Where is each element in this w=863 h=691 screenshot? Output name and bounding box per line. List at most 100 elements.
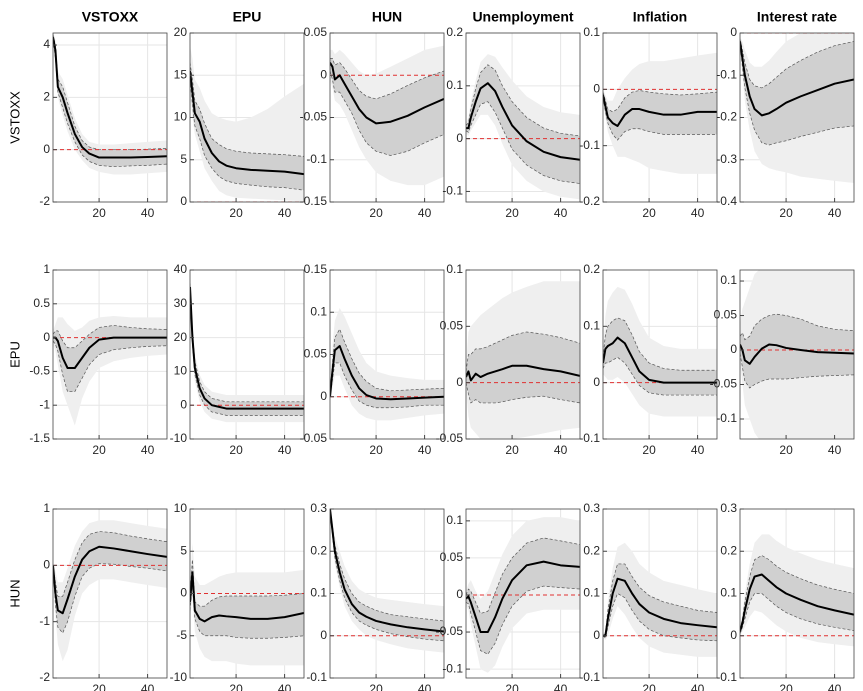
band-edge — [603, 317, 717, 371]
y-tick-label: 0 — [593, 628, 600, 642]
y-tick-label: -0.1 — [716, 670, 737, 684]
y-tick-label: 20 — [174, 25, 188, 39]
x-tick-label: 20 — [92, 443, 106, 457]
plot-content — [190, 280, 304, 423]
median-line — [190, 571, 304, 623]
median-line — [330, 62, 444, 125]
x-tick-label: 40 — [418, 682, 432, 691]
y-tick-label: 1 — [43, 262, 50, 276]
column-title: VSTOXX — [82, 9, 139, 25]
plot-content — [330, 308, 444, 421]
x-tick-label: 20 — [642, 682, 656, 691]
x-tick-label: 40 — [554, 682, 568, 691]
confidence-band — [466, 331, 580, 403]
confidence-band — [190, 62, 304, 191]
plot-content — [190, 542, 304, 666]
x-tick-label: 20 — [505, 682, 519, 691]
median-line — [53, 336, 167, 370]
x-tick-label: 20 — [505, 206, 519, 220]
y-tick-label: -0.1 — [306, 152, 327, 166]
y-tick-label: 15 — [174, 67, 188, 81]
y-tick-label: 0.1 — [446, 262, 463, 276]
confidence-band — [603, 317, 717, 396]
x-tick-label: 40 — [418, 443, 432, 457]
panel: -10 0 10 20 30 40 20 40 — [170, 262, 305, 457]
band-edge — [466, 101, 580, 184]
plot-content — [466, 54, 580, 200]
y-tick-label: -2 — [39, 670, 50, 684]
row-label: HUN — [7, 579, 22, 607]
x-tick-label: 40 — [278, 682, 292, 691]
confidence-band — [740, 555, 854, 634]
x-tick-label: 20 — [369, 443, 383, 457]
band-edge — [330, 509, 444, 622]
y-tick-label: 0.05 — [714, 308, 738, 322]
plot-content — [740, 270, 854, 439]
y-tick-label: 0.15 — [304, 262, 328, 276]
confidence-band — [53, 33, 167, 175]
confidence-band — [330, 58, 444, 156]
panel: 0 5 10 15 20 20 40 EPU — [174, 9, 305, 220]
plot-content — [330, 509, 444, 653]
y-tick-label: 0.2 — [583, 262, 600, 276]
y-tick-label: 0.2 — [446, 25, 463, 39]
band-edge — [53, 340, 167, 393]
x-tick-label: 40 — [691, 206, 705, 220]
band-edge — [466, 64, 580, 137]
panel: -0.1 0 0.1 0.2 20 40 — [579, 262, 718, 457]
y-tick-label: 0.1 — [720, 273, 737, 287]
panel: -2 -1 0 1 20 40 HUN — [7, 501, 168, 691]
y-tick-label: 0.1 — [720, 586, 737, 600]
y-tick-label: -0.2 — [579, 194, 600, 208]
x-tick-label: 40 — [828, 443, 842, 457]
axes-box — [602, 32, 718, 203]
column-title: HUN — [372, 9, 402, 25]
y-tick-label: -0.1 — [442, 184, 463, 198]
band-edge — [740, 43, 854, 146]
x-tick-label: 40 — [141, 682, 155, 691]
y-tick-label: 10 — [174, 501, 188, 515]
band-edge — [330, 362, 444, 409]
y-tick-label: 0 — [43, 330, 50, 344]
y-tick-label: -0.1 — [716, 411, 737, 425]
median-line — [53, 545, 167, 615]
y-tick-label: -0.4 — [716, 194, 737, 208]
axes-box — [465, 269, 581, 440]
y-tick-label: 0.05 — [440, 550, 464, 564]
y-tick-label: -0.1 — [579, 138, 600, 152]
panel: -0.05 0 0.05 0.1 20 40 — [436, 262, 581, 457]
x-tick-label: 20 — [92, 206, 106, 220]
median-line — [740, 41, 854, 117]
y-tick-label: 0 — [456, 375, 463, 389]
band-edge — [466, 331, 580, 372]
y-tick-label: 5 — [180, 543, 187, 557]
y-tick-label: 0.1 — [446, 513, 463, 527]
band-edge — [740, 353, 854, 389]
plot-content — [466, 517, 580, 673]
y-tick-label: -0.3 — [716, 152, 737, 166]
y-tick-label: 0 — [730, 628, 737, 642]
x-tick-label: 20 — [369, 682, 383, 691]
plot-content — [466, 281, 580, 439]
y-tick-label: 0 — [320, 628, 327, 642]
y-tick-label: 0 — [593, 82, 600, 96]
y-tick-label: -0.2 — [716, 110, 737, 124]
band-edge — [603, 97, 717, 141]
x-tick-label: 40 — [554, 206, 568, 220]
x-tick-label: 40 — [278, 206, 292, 220]
x-tick-label: 20 — [642, 206, 656, 220]
y-tick-label: 20 — [174, 330, 188, 344]
median-line — [603, 577, 717, 637]
median-line — [190, 286, 304, 410]
axes-box — [52, 32, 168, 203]
y-tick-label: -0.1 — [579, 670, 600, 684]
median-line — [740, 573, 854, 632]
axes-box — [465, 508, 581, 679]
y-tick-label: 0.5 — [33, 296, 50, 310]
x-tick-label: 20 — [369, 206, 383, 220]
median-line — [603, 336, 717, 384]
y-tick-label: 0.1 — [583, 586, 600, 600]
x-tick-label: 20 — [779, 206, 793, 220]
x-tick-label: 40 — [278, 443, 292, 457]
panel: -0.4 -0.3 -0.2 -0.1 0 20 40 Interest rate — [716, 9, 855, 220]
